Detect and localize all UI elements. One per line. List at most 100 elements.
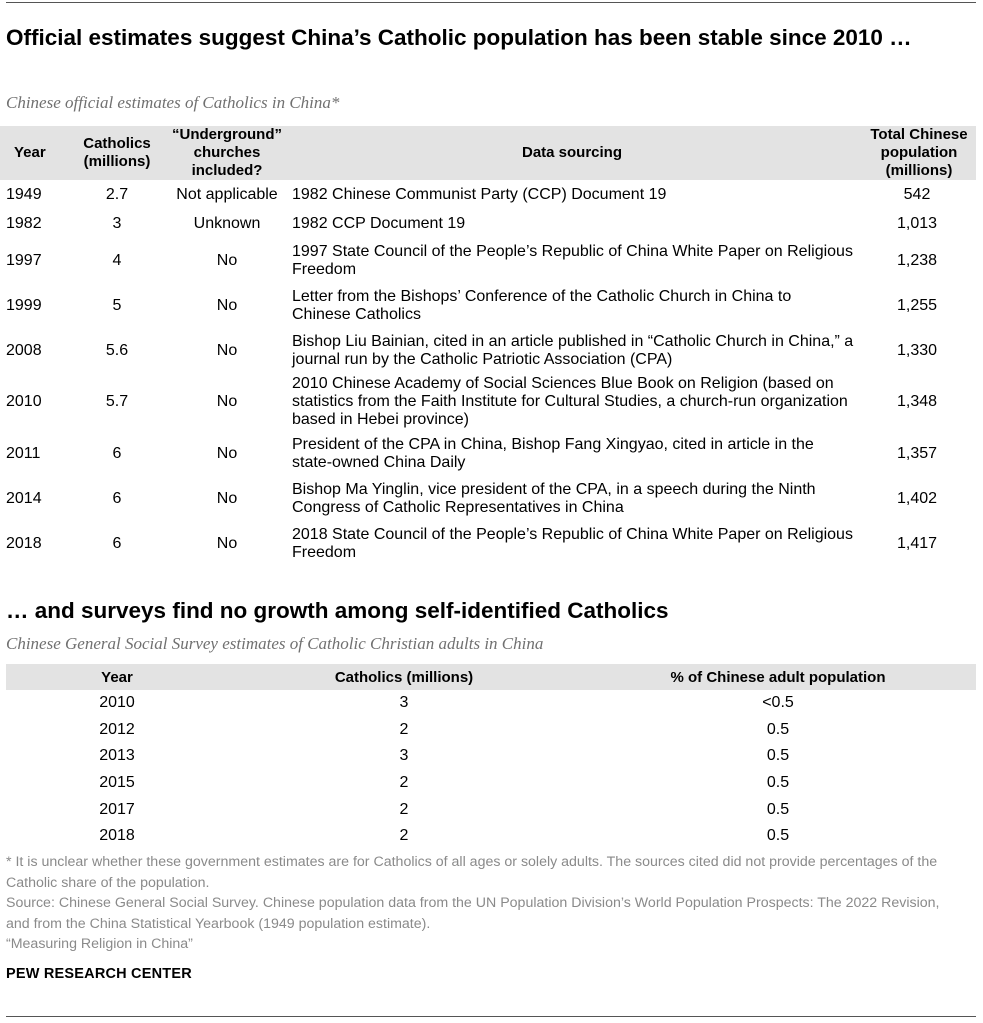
cell-underground: No	[216, 534, 238, 552]
cell-year: 2015	[99, 774, 135, 792]
cell-catholics: 3	[399, 747, 409, 765]
cell-year: 2018	[6, 534, 42, 552]
cell-catholics: 3	[112, 214, 122, 232]
table-header-row: Year Catholics (millions) % of Chinese a…	[6, 664, 976, 690]
cell-catholics: 2	[399, 827, 409, 845]
table-row: 1999 5 No Letter from the Bishops’ Conferen…	[0, 283, 976, 328]
header-data-sourcing: Data sourcing	[286, 126, 858, 180]
cell-year: 2012	[99, 720, 135, 738]
brand-logo-text: PEW RESEARCH CENTER	[6, 966, 192, 982]
section-title: … and surveys find no growth among self-…	[6, 598, 669, 623]
cell-population: 1,013	[896, 214, 938, 232]
cell-data-sourcing: Bishop Liu Bainian, cited in an article …	[292, 332, 854, 368]
cell-catholics: 4	[112, 251, 122, 269]
cell-data-sourcing: President of the CPA in China, Bishop Fa…	[292, 435, 814, 471]
top-rule	[6, 2, 976, 3]
table-row: 2018 2 0.5	[6, 823, 976, 850]
cell-catholics: 5.7	[105, 393, 129, 410]
cell-year: 2010	[6, 393, 42, 410]
chart-subtitle: Chinese official estimates of Catholics …	[6, 93, 340, 112]
cell-population: 1,255	[896, 296, 938, 314]
cell-underground: No	[216, 296, 238, 314]
header-year: Year	[6, 664, 228, 690]
cell-data-sourcing: Bishop Ma Yinglin, vice president of the…	[292, 480, 816, 516]
table-header-row: Year Catholics (millions) “Underground” ch…	[0, 126, 976, 180]
official-estimates-table: Year Catholics (millions) “Underground” ch…	[0, 126, 976, 566]
cell-population: 1,238	[896, 251, 938, 269]
cell-catholics: 6	[112, 489, 122, 507]
cell-population: 1,330	[896, 341, 938, 359]
cell-underground: No	[216, 341, 238, 359]
cell-catholics: 5.6	[105, 341, 129, 359]
cell-data-sourcing: 1997 State Council of the People’s Repub…	[292, 242, 853, 278]
cell-underground: No	[216, 251, 238, 269]
table-row: 2010 3 <0.5	[6, 690, 976, 717]
cell-data-sourcing: 2010 Chinese Academy of Social Sciences …	[292, 375, 848, 428]
cell-year: 2008	[6, 341, 42, 359]
cell-data-sourcing: 1982 CCP Document 19	[292, 214, 466, 232]
table-row: 2013 3 0.5	[6, 743, 976, 770]
cell-data-sourcing: 1982 Chinese Communist Party (CCP) Docum…	[292, 185, 667, 203]
table-row: 1997 4 No 1997 State Council of the People’…	[0, 238, 976, 283]
source-note: Source: Chinese General Social Survey. C…	[6, 895, 940, 932]
cell-percent: 0.5	[766, 800, 790, 818]
cell-percent: 0.5	[766, 774, 790, 792]
table-row: 2014 6 No Bishop Ma Yinglin, vice president…	[0, 476, 976, 521]
cell-catholics: 5	[112, 296, 122, 314]
cell-catholics: 3	[399, 694, 409, 712]
cell-catholics: 2	[399, 774, 409, 792]
cell-underground: Not applicable	[176, 185, 278, 203]
cell-percent: 0.5	[766, 827, 790, 845]
report-name: “Measuring Religion in China”	[6, 936, 193, 952]
cell-year: 2017	[99, 800, 135, 818]
cell-year: 1997	[6, 251, 42, 269]
cell-percent: <0.5	[762, 694, 794, 712]
table-row: 2017 2 0.5	[6, 796, 976, 823]
cell-percent: 0.5	[766, 747, 790, 765]
header-population: Total Chinese population (millions)	[858, 126, 976, 180]
cell-catholics: 2.7	[105, 185, 129, 203]
header-year: Year	[0, 126, 66, 180]
cell-data-sourcing: 2018 State Council of the People’s Repub…	[292, 525, 853, 561]
cell-population: 1,348	[896, 393, 938, 410]
cell-year: 2014	[6, 489, 42, 507]
header-catholics: Catholics (millions)	[66, 126, 168, 180]
table-row: 2011 6 No President of the CPA in China, Bi…	[0, 431, 976, 476]
footnote: * It is unclear whether these government…	[6, 854, 938, 891]
cell-year: 2013	[99, 747, 135, 765]
bottom-rule	[6, 1016, 976, 1017]
chart-title: Official estimates suggest China’s Catho…	[6, 25, 912, 50]
notes: * It is unclear whether these government…	[6, 852, 966, 955]
cell-catholics: 2	[399, 720, 409, 738]
cell-underground: No	[216, 489, 238, 507]
cell-population: 1,357	[896, 444, 938, 462]
cell-data-sourcing: Letter from the Bishops’ Conference of t…	[292, 287, 792, 323]
table-row: 2018 6 No 2018 State Council of the People’…	[0, 521, 976, 566]
section-subtitle: Chinese General Social Survey estimates …	[6, 634, 544, 653]
cell-year: 1999	[6, 296, 42, 314]
cell-percent: 0.5	[766, 720, 790, 738]
cell-year: 1949	[6, 185, 42, 203]
cell-year: 1982	[6, 214, 42, 232]
cell-underground: Unknown	[193, 214, 261, 232]
table-row: 1949 2.7 Not applicable 1982 Chinese Commun…	[0, 180, 976, 209]
table-row: 1982 3 Unknown 1982 CCP Document 19 1,013	[0, 209, 976, 238]
cell-population: 542	[903, 185, 931, 203]
table-row: 2012 2 0.5	[6, 717, 976, 744]
cell-year: 2010	[99, 694, 135, 712]
table-row: 2010 5.7 No 2010 Chinese Academy of Social …	[0, 373, 976, 431]
cell-year: 2011	[6, 444, 41, 462]
header-catholics: Catholics (millions)	[228, 664, 580, 690]
header-percent: % of Chinese adult population	[580, 664, 976, 690]
table-row: 2008 5.6 No Bishop Liu Bainian, cited in an…	[0, 328, 976, 373]
cell-year: 2018	[99, 827, 135, 845]
cell-underground: No	[216, 393, 238, 410]
cell-catholics: 6	[112, 534, 122, 552]
cell-catholics: 2	[399, 800, 409, 818]
cell-underground: No	[216, 444, 238, 462]
cell-population: 1,417	[896, 534, 938, 552]
table-row: 2015 2 0.5	[6, 770, 976, 797]
cell-catholics: 6	[112, 444, 122, 462]
header-underground: “Underground” churches included?	[168, 126, 286, 180]
cell-population: 1,402	[896, 489, 938, 507]
